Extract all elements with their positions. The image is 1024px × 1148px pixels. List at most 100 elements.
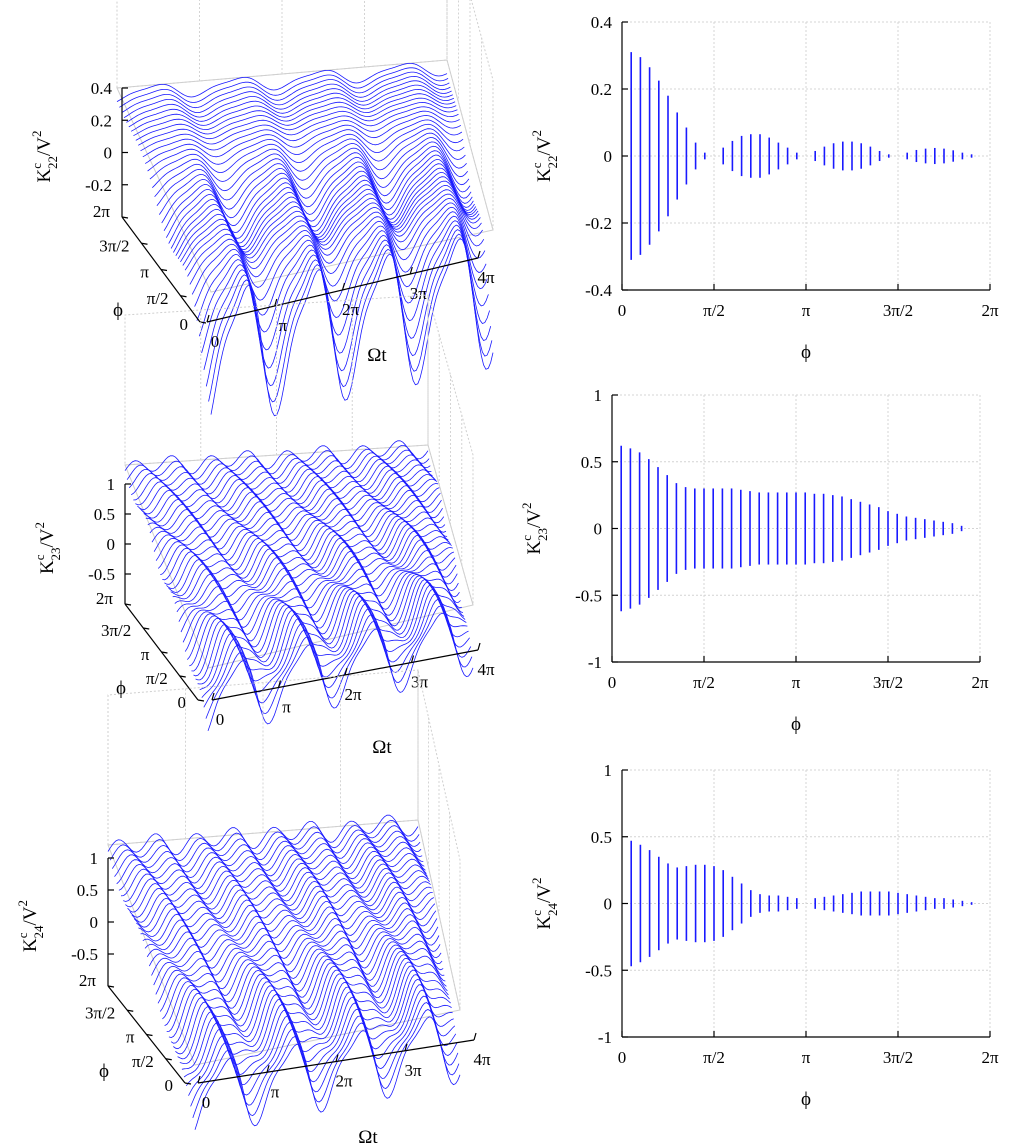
k24_lines-ylabel-part-3: /V [534,884,555,903]
k24_lines-ylabel-text: Kc24/V2 [529,877,560,929]
k23_lines-panel: 0 π/2 π 3π/2 2π 1 0.5 0 -0.5 -1 ϕ Kc23/V2 [519,386,989,735]
k22_lines-ytick-label-3: -0.2 [585,214,612,233]
k23_surface-wire-line-36 [199,588,469,691]
k24_surface-wire-line-0 [107,814,419,856]
k24_lines-ylabel: Kc24/V2 [529,877,560,929]
k24_surface-back-pane-right [417,669,461,1011]
k24_surface-zlabel-part-2: 24 [31,925,46,939]
k23_surface-xlabel: Ωt [372,737,392,758]
k24_surface-wire-line-3 [114,830,422,877]
k24_surface-zlabel-part-0: K [20,938,41,952]
k22_lines-ylabel: Kc22/V2 [529,130,560,182]
k24_lines-ytick-label-2: 0 [604,895,613,914]
k22_surface-wire-line-4 [126,80,452,123]
k23_surface-zlabel-part-4: 2 [32,522,47,529]
k22_lines-xtick-label-4: 2π [981,301,999,320]
k23_surface-wire-line-34 [195,581,467,681]
k22_surface-ylabel: ϕ [113,300,123,321]
k24_lines-ytick-label-1: 0.5 [591,828,612,847]
k22_surface-ttick-mark-3 [409,266,413,275]
k22_surface-ptick-mark-1 [141,242,148,245]
k24_surface-wire-line-6 [120,846,425,897]
k22_surface-wire-line-6 [130,88,455,132]
k24_surface-ptick-mark-1 [127,1009,134,1012]
k22_surface-ptick-label-2: π [140,263,149,282]
k22_surface-wire-line-20 [163,150,471,232]
k23_surface-wire-line-20 [166,523,451,590]
k24_surface-zlabel-part-4: 2 [15,900,30,907]
k22_surface-wire-line-0 [116,63,448,102]
k22_surface-back-pane-right [446,0,494,231]
k22_surface-wire-line-30 [187,193,482,277]
k22_lines-xlabel: ϕ [801,342,811,363]
k24_surface-wire-line-40 [194,1016,461,1130]
k24_surface-ptick-label-0: 2π [79,971,97,990]
k23_surface-ptick-label-4: 0 [178,693,187,712]
k24_surface-wire-line-23 [157,933,443,1004]
k23_surface-zlabel-part-0: K [37,560,58,574]
k24_surface-ttick-label-4: 4π [473,1050,491,1069]
k22_surface-wire-line-5 [128,84,453,128]
k24_surface-wire-line-22 [155,926,442,995]
k22_surface-wire-line-40 [210,237,494,417]
k23_surface-ztick-label-2: 0 [107,535,116,554]
k23_surface-wire-line-30 [186,574,462,660]
k22_surface-ptick-label-4: 0 [180,315,189,334]
k23_lines-ylabel-part-1: c [519,535,534,541]
k22_surface-wire-line-19 [161,145,470,224]
k22_lines-ytick-label-0: 0.4 [591,13,613,32]
k24_surface-wire-line-35 [183,984,456,1078]
k23_surface-wire-line-7 [139,469,437,515]
k23_lines-ylabel-part-4: 2 [519,502,534,509]
k24_surface-wire-line-15 [140,886,435,942]
k22_surface-wire-line-39 [208,233,493,403]
k23_surface-floor-pane [124,444,474,669]
k22_lines-ylabel-part-2: 22 [545,155,560,168]
k22_surface-wire-line-27 [180,180,479,263]
k24_surface-wire-line-37 [188,995,458,1096]
k23_surface-ptick-label-3: π/2 [146,669,168,688]
k23_surface-ptick-label-1: 3π/2 [101,621,131,640]
k23_surface-wire-line-24 [174,539,456,605]
k22_surface-back-pane-left [116,0,448,89]
k22_surface-ptick-mark-3 [180,295,187,298]
k24_surface-wire-line-21 [153,920,441,986]
k22_surface-zlabel-text: Kc22/V2 [29,130,60,182]
k22_surface-wire-line-14 [149,123,464,180]
k24_surface-xlabel: Ωt [358,1127,378,1148]
k24_surface-wire-line-20 [151,914,440,976]
k23_surface-ztick-label-3: -0.5 [88,565,115,584]
k23_surface-wire-line-16 [157,511,447,569]
k23_surface-wire-line-29 [184,570,461,652]
k24_surface-wire-line-27 [166,951,447,1032]
k22_lines-ylabel-part-4: 2 [529,130,544,137]
k22_surface-ptick-label-3: π/2 [147,289,169,308]
k22_surface-ttick-label-1: π [278,316,287,335]
k23_lines-ylabel-part-3: /V [524,509,545,528]
k24_surface-wire-line-38 [190,1002,459,1107]
k22_surface-wire-line-17 [156,137,467,206]
k22_surface-wire-line-37 [203,224,490,370]
k24_surface-zlabel-part-3: /V [20,906,41,925]
k24_surface-wire-line-29 [170,957,449,1044]
k24_surface-wire-line-25 [162,944,445,1020]
k24_surface-back-pane-left [107,669,419,846]
k23_surface-zlabel-part-3: /V [37,528,58,547]
k24_surface-wire-line-26 [164,947,446,1026]
k22_surface-zlabel-part-1: c [29,163,44,169]
k22_surface-ttick-mark-4 [477,250,481,259]
k22_lines-xtick-label-0: 0 [618,301,627,320]
k24_surface-ptick-label-1: 3π/2 [85,1003,115,1022]
k24_surface-wire-line-36 [185,989,457,1087]
k24_lines-ytick-label-0: 1 [604,761,613,780]
k23_surface-ptick-mark-0 [124,603,132,606]
k24_surface-ptick-mark-3 [165,1058,172,1061]
k22_surface-wire-line-11 [142,110,460,158]
k23_surface-wire-line-39 [205,605,473,719]
k24_surface-ptick-mark-2 [146,1033,153,1037]
k22_surface-wire-line-12 [144,115,461,164]
k24_surface-ptick-mark-0 [107,985,115,988]
k23_surface-ttick-label-4: 4π [477,660,495,679]
k22_surface-wire-line-32 [191,202,485,295]
